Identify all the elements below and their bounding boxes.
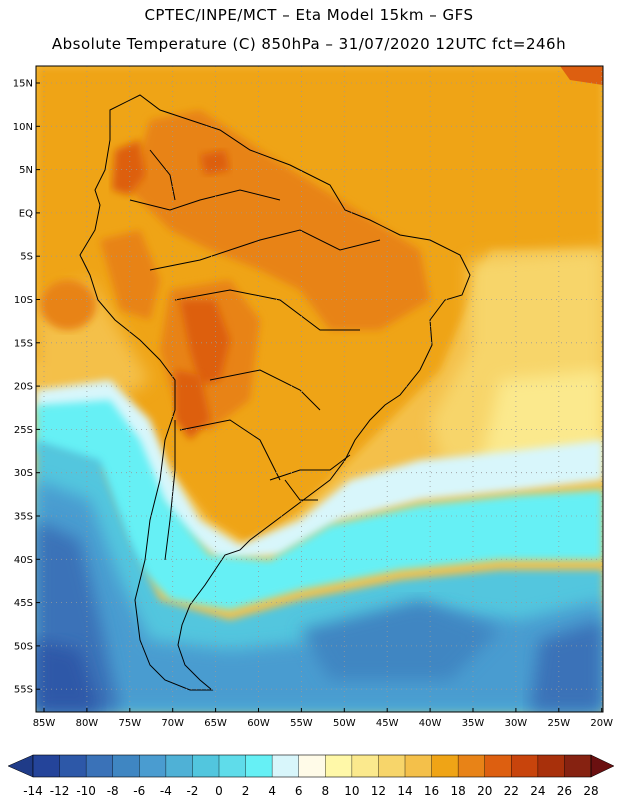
- colorbar-label: 0: [215, 784, 223, 798]
- colorbar-swatch: [378, 755, 406, 777]
- lat-label: 55S: [14, 685, 33, 696]
- title-line-1: CPTEC/INPE/MCT – Eta Model 15km – GFS: [144, 6, 474, 24]
- lat-label: 15S: [14, 338, 33, 349]
- lon-label: 20W: [590, 718, 613, 729]
- colorbar-label: -2: [186, 784, 198, 798]
- colorbar-label: 26: [557, 784, 572, 798]
- colorbar: -14 -12 -10 -8 -6 -4 -2 0 2 4 6 8 10 12 14 16 18 20 22 24 26…: [7, 754, 615, 798]
- colorbar-label: 12: [371, 784, 386, 798]
- colorbar-swatch: [431, 755, 459, 777]
- colorbar-label: 18: [451, 784, 466, 798]
- lat-label: 10S: [14, 295, 33, 306]
- lat-label: 45S: [14, 598, 33, 609]
- colorbar-swatch: [325, 755, 353, 777]
- colorbar-label: 2: [242, 784, 250, 798]
- colorbar-swatch: [484, 755, 512, 777]
- colorbar-label: 24: [530, 784, 545, 798]
- lon-label: 75W: [118, 718, 141, 729]
- lat-label: 5N: [19, 165, 33, 176]
- coastlines: [79, 94, 471, 691]
- colorbar-label: 16: [424, 784, 439, 798]
- colorbar-swatch: [139, 755, 167, 777]
- colorbar-label: -14: [23, 784, 43, 798]
- lon-label: 40W: [419, 718, 442, 729]
- lon-label: 30W: [505, 718, 528, 729]
- lon-label: 45W: [376, 718, 399, 729]
- lat-label: 5S: [20, 252, 33, 263]
- lon-label: 60W: [247, 718, 270, 729]
- colorbar-swatch: [458, 755, 486, 777]
- title-line-2: Absolute Temperature (C) 850hPa – 31/07/…: [51, 35, 567, 53]
- colorbar-swatch: [351, 755, 379, 777]
- lon-label: 70W: [161, 718, 184, 729]
- colorbar-swatch: [219, 755, 246, 777]
- map-frame: [35, 65, 604, 713]
- lon-label: 55W: [290, 718, 313, 729]
- colorbar-swatch: [511, 755, 539, 777]
- lon-label: 85W: [33, 718, 56, 729]
- lat-label: 40S: [14, 555, 33, 566]
- colorbar-label: 4: [268, 784, 276, 798]
- colorbar-frame: [32, 754, 592, 778]
- colorbar-swatch: [112, 755, 140, 777]
- lat-label: 30S: [14, 468, 33, 479]
- colorbar-swatch: [298, 755, 326, 777]
- lon-label: 65W: [204, 718, 227, 729]
- lon-label: 25W: [547, 718, 570, 729]
- colorbar-label: -12: [50, 784, 70, 798]
- colorbar-right-arrow: [590, 754, 615, 778]
- colorbar-label: -4: [160, 784, 172, 798]
- lat-label: 50S: [14, 641, 33, 652]
- latitude-axis: 15N 10N 5N EQ 5S 10S 15S 20S 25S 30S 35S 40S 45S 50S 5…: [13, 79, 40, 696]
- colorbar-swatch: [165, 755, 193, 777]
- colorbar-swatch: [59, 755, 87, 777]
- colorbar-swatch: [564, 755, 592, 777]
- colorbar-swatch: [405, 755, 432, 777]
- colorbar-swatch: [86, 755, 114, 777]
- colorbar-label: 14: [397, 784, 412, 798]
- lon-label: 35W: [462, 718, 485, 729]
- colorbar-swatch: [537, 755, 565, 777]
- lat-label: 15N: [13, 79, 33, 90]
- lat-label: 35S: [14, 512, 33, 523]
- colorbar-label: -8: [107, 784, 119, 798]
- colorbar-label: 20: [477, 784, 492, 798]
- lat-label: 10N: [13, 122, 33, 133]
- colorbar-label: 6: [295, 784, 303, 798]
- colorbar-label: 10: [344, 784, 359, 798]
- lat-label: 20S: [14, 382, 33, 393]
- lat-label: EQ: [19, 208, 33, 219]
- colorbar-swatch: [192, 755, 220, 777]
- longitude-axis: 85W 80W 75W 70W 65W 60W 55W 50W 45W 40W 35W 30W 25W 2…: [33, 708, 613, 729]
- lon-label: 80W: [76, 718, 99, 729]
- colorbar-swatch: [33, 755, 60, 777]
- colorbar-label: -6: [133, 784, 145, 798]
- colorbar-label: 28: [583, 784, 598, 798]
- colorbar-swatch: [245, 755, 273, 777]
- colorbar-left-arrow: [7, 754, 34, 778]
- lon-label: 50W: [333, 718, 356, 729]
- colorbar-swatch: [272, 755, 300, 777]
- colorbar-label: 8: [321, 784, 329, 798]
- colorbar-label: -10: [76, 784, 96, 798]
- colorbar-label: 22: [504, 784, 519, 798]
- lat-label: 25S: [14, 425, 33, 436]
- temperature-field: [36, 66, 603, 712]
